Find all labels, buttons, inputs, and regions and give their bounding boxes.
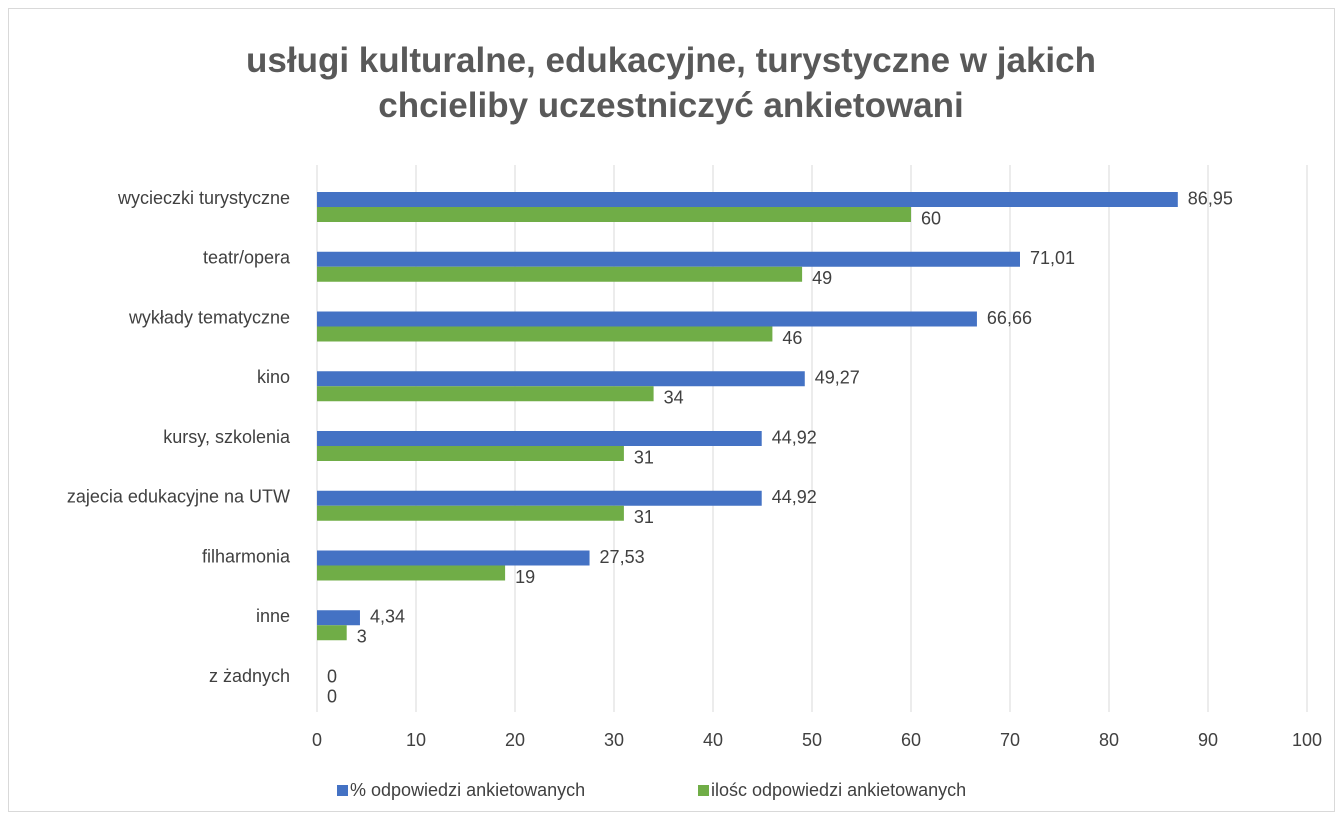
y-tick-label: z żadnych (209, 666, 290, 686)
legend-swatch (698, 785, 709, 796)
bar (317, 610, 360, 626)
data-label: 31 (634, 447, 654, 467)
data-label: 66,66 (987, 308, 1032, 328)
x-tick-label: 0 (312, 730, 322, 750)
chart-frame (8, 8, 1335, 812)
legend-label: ilośc odpowiedzi ankietowanych (711, 780, 966, 800)
x-tick-label: 70 (1000, 730, 1020, 750)
x-tick-label: 90 (1198, 730, 1218, 750)
data-label: 44,92 (772, 487, 817, 507)
data-label: 4,34 (370, 607, 405, 627)
bar (317, 266, 803, 282)
y-tick-label: filharmonia (202, 546, 291, 566)
x-tick-label: 100 (1292, 730, 1322, 750)
data-label: 46 (782, 328, 802, 348)
data-label: 0 (327, 686, 337, 706)
x-tick-label: 60 (901, 730, 921, 750)
data-label: 71,01 (1030, 248, 1075, 268)
bar (317, 371, 805, 387)
data-label: 86,95 (1188, 188, 1233, 208)
legend-swatch (337, 785, 348, 796)
bar (317, 565, 506, 581)
legend-label: % odpowiedzi ankietowanych (350, 780, 585, 800)
x-tick-label: 30 (604, 730, 624, 750)
bar (317, 446, 624, 461)
bar (317, 625, 347, 641)
bar (317, 550, 590, 566)
x-tick-label: 20 (505, 730, 525, 750)
y-tick-label: zajecia edukacyjne na UTW (67, 487, 290, 507)
data-label: 19 (515, 567, 535, 587)
x-tick-label: 40 (703, 730, 723, 750)
bar (317, 251, 1020, 267)
bar (317, 207, 911, 222)
bar (317, 490, 762, 506)
y-tick-label: teatr/opera (203, 248, 291, 268)
data-label: 3 (357, 627, 367, 647)
y-tick-label: wykłady tematyczne (128, 307, 290, 327)
x-tick-label: 80 (1099, 730, 1119, 750)
chart-title: usługi kulturalne, edukacyjne, turystycz… (246, 41, 1096, 125)
bar (317, 431, 762, 446)
data-label: 60 (921, 208, 941, 228)
data-label: 0 (327, 666, 337, 686)
y-tick-label: inne (256, 606, 290, 626)
y-tick-label: kursy, szkolenia (163, 427, 291, 447)
x-tick-label: 50 (802, 730, 822, 750)
x-tick-label: 10 (406, 730, 426, 750)
data-label: 44,92 (772, 427, 817, 447)
bar (317, 311, 977, 327)
y-tick-label: kino (257, 367, 290, 387)
bar (317, 326, 773, 342)
y-tick-label: wycieczki turystyczne (117, 188, 290, 208)
data-label: 27,53 (600, 547, 645, 567)
data-label: 31 (634, 507, 654, 527)
data-label: 49,27 (815, 368, 860, 388)
bar (317, 192, 1178, 207)
data-label: 34 (664, 388, 684, 408)
bar (317, 505, 624, 521)
data-label: 49 (812, 268, 832, 288)
bar (317, 386, 654, 402)
